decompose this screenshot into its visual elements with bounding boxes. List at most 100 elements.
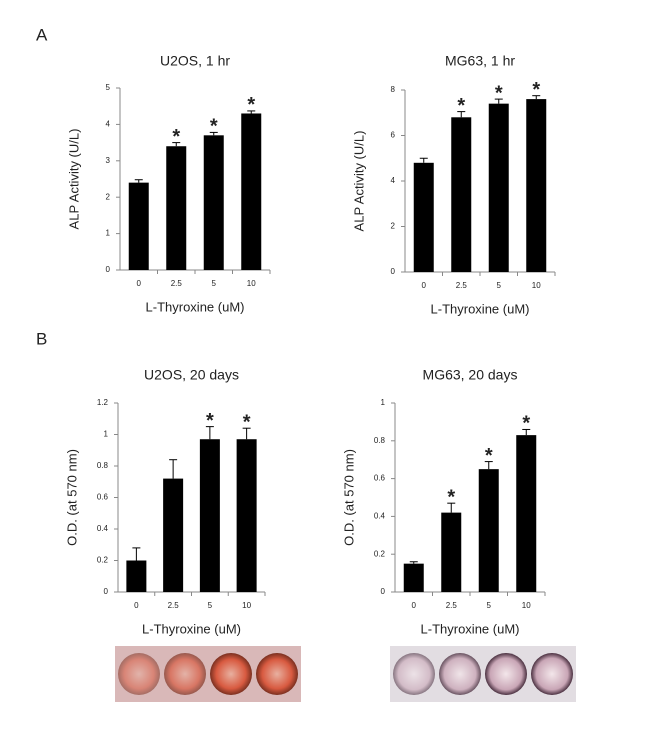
significance-mark: * <box>247 94 255 116</box>
bar <box>166 146 187 270</box>
error-bar <box>409 561 418 564</box>
y-axis-label: O.D. (at 570 nm) <box>341 449 356 546</box>
panel-label: B <box>36 329 47 348</box>
x-tick-label: 2.5 <box>171 279 183 288</box>
y-tick-label: 0 <box>391 267 396 276</box>
x-tick-label: 5 <box>497 281 502 290</box>
x-tick-label: 10 <box>242 601 251 610</box>
error-bar <box>172 142 181 147</box>
y-tick-label: 0.6 <box>97 493 109 502</box>
y-tick-label: 0.8 <box>97 461 109 470</box>
error-bar <box>457 111 466 118</box>
y-tick-label: 1.2 <box>97 398 109 407</box>
error-bar <box>494 98 503 104</box>
x-tick-label: 10 <box>522 601 531 610</box>
significance-mark: * <box>172 126 180 148</box>
bar <box>403 563 424 592</box>
y-tick-label: 0 <box>106 265 111 274</box>
significance-mark: * <box>522 413 530 435</box>
bar <box>451 117 472 272</box>
y-tick-label: 0 <box>104 587 109 596</box>
x-axis-label: L-Thyroxine (uM) <box>431 301 530 316</box>
y-tick-label: 0 <box>381 587 386 596</box>
significance-mark: * <box>206 410 214 432</box>
bar <box>236 439 257 592</box>
y-tick-label: 8 <box>391 85 396 94</box>
x-tick-label: 5 <box>487 601 492 610</box>
y-axis-label: ALP Activity (U/L) <box>66 129 81 230</box>
chart-title: MG63, 20 days <box>423 367 518 383</box>
panel-label: A <box>36 25 48 44</box>
error-bar <box>447 502 456 513</box>
chart-title: U2OS, 20 days <box>144 367 239 383</box>
x-axis-label: L-Thyroxine (uM) <box>142 621 241 636</box>
error-bar <box>247 110 256 114</box>
significance-mark: * <box>485 445 493 467</box>
y-tick-label: 1 <box>106 229 111 238</box>
y-tick-label: 4 <box>391 176 396 185</box>
error-bar <box>522 428 531 436</box>
x-tick-label: 2.5 <box>456 281 468 290</box>
bar <box>163 478 184 592</box>
x-axis-label: L-Thyroxine (uM) <box>146 299 245 314</box>
well-image <box>390 646 576 702</box>
y-tick-label: 2 <box>106 192 111 201</box>
bar <box>128 182 149 270</box>
error-bar <box>419 157 428 163</box>
error-bar <box>205 426 214 440</box>
error-bar <box>169 459 178 479</box>
bar <box>199 439 220 592</box>
y-tick-label: 0.2 <box>374 549 386 558</box>
error-bar <box>484 461 493 470</box>
error-bar <box>532 95 541 100</box>
significance-mark: * <box>447 486 455 508</box>
error-bar <box>242 427 251 440</box>
significance-mark: * <box>457 95 465 117</box>
y-tick-label: 6 <box>391 131 396 140</box>
bar <box>241 113 262 270</box>
chart-title: U2OS, 1 hr <box>160 53 230 69</box>
y-tick-label: 2 <box>391 222 396 231</box>
bar <box>441 512 462 592</box>
x-tick-label: 10 <box>247 279 256 288</box>
y-tick-label: 0.4 <box>97 524 109 533</box>
x-tick-label: 10 <box>532 281 541 290</box>
chart-title: MG63, 1 hr <box>445 53 515 69</box>
significance-mark: * <box>243 411 251 433</box>
significance-mark: * <box>532 79 540 101</box>
y-tick-label: 0.4 <box>374 512 386 521</box>
y-tick-label: 1 <box>381 398 386 407</box>
y-axis-label: O.D. (at 570 nm) <box>64 449 79 546</box>
x-tick-label: 0 <box>422 281 427 290</box>
y-tick-label: 3 <box>106 156 111 165</box>
x-tick-label: 0 <box>137 279 142 288</box>
x-tick-label: 2.5 <box>446 601 458 610</box>
x-tick-label: 0 <box>134 601 139 610</box>
x-tick-label: 2.5 <box>168 601 180 610</box>
significance-mark: * <box>210 116 218 138</box>
y-tick-label: 0.8 <box>374 436 386 445</box>
significance-mark: * <box>495 82 503 104</box>
x-tick-label: 0 <box>412 601 417 610</box>
bar <box>413 162 434 272</box>
y-tick-label: 0.2 <box>97 556 109 565</box>
bar <box>488 103 509 273</box>
bar <box>203 135 224 270</box>
x-tick-label: 5 <box>212 279 217 288</box>
error-bar <box>209 131 218 136</box>
bar <box>126 560 147 592</box>
y-tick-label: 4 <box>106 120 111 129</box>
x-axis-label: L-Thyroxine (uM) <box>421 621 520 636</box>
bar <box>526 99 547 272</box>
y-axis-label: ALP Activity (U/L) <box>351 131 366 232</box>
error-bar <box>134 179 143 183</box>
y-tick-label: 5 <box>106 83 111 92</box>
x-tick-label: 5 <box>208 601 213 610</box>
y-tick-label: 1 <box>104 430 109 439</box>
well-image <box>115 646 301 702</box>
error-bar <box>132 547 141 561</box>
bar <box>478 469 499 592</box>
bar <box>516 435 537 592</box>
y-tick-label: 0.6 <box>374 474 386 483</box>
